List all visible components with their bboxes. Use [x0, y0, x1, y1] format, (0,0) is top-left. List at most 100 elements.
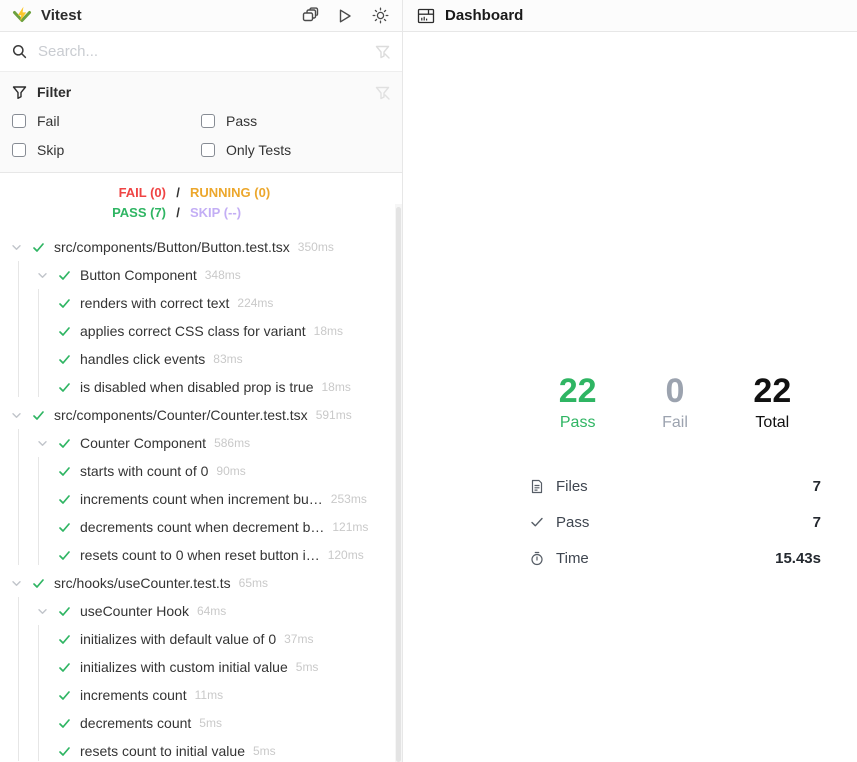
tree-test-row[interactable]: renders with correct text 224ms [0, 289, 402, 317]
test-duration: 18ms [313, 324, 343, 338]
chevron-down-icon[interactable] [8, 407, 24, 423]
filter-panel: Filter Fail Pass Skip Only Tests [0, 72, 402, 173]
filter-disabled-icon [375, 85, 390, 100]
running-count: RUNNING (0) [190, 185, 271, 200]
tree-test-row[interactable]: resets count to initial value 5ms [0, 737, 402, 762]
file-group: src/components/Button/Button.test.tsx 350… [0, 233, 402, 401]
pass-count: PASS (7) [112, 205, 166, 220]
pass-check-icon [56, 659, 72, 675]
test-label: decrements count [80, 715, 192, 731]
test-duration: 65ms [238, 576, 268, 590]
tree-test-row[interactable]: is disabled when disabled prop is true 18… [0, 373, 402, 401]
test-label: initializes with custom initial value [80, 659, 288, 675]
pass-check-icon [56, 267, 72, 283]
filter-option-fail[interactable]: Fail [12, 113, 201, 129]
tree-suite-row[interactable]: useCounter Hook 64ms [0, 597, 402, 625]
pass-check-icon [56, 687, 72, 703]
dashboard-row-value: 15.43s [775, 549, 821, 567]
filter-icon [12, 85, 27, 100]
file-children: Counter Component 586ms starts with count … [0, 429, 402, 569]
test-label: Counter Component [80, 435, 207, 451]
checkbox[interactable] [201, 114, 215, 128]
test-label: initializes with default value of 0 [80, 631, 277, 647]
tree-suite-row[interactable]: Button Component 348ms [0, 261, 402, 289]
vitest-logo-icon [12, 6, 32, 26]
test-duration: 348ms [204, 268, 241, 282]
test-duration: 18ms [321, 380, 351, 394]
filter-option-skip[interactable]: Skip [12, 142, 201, 158]
suite-children: starts with count of 0 90ms increments cou… [0, 457, 402, 569]
search-input[interactable] [38, 43, 364, 60]
tree-test-row[interactable]: resets count to 0 when reset button i… 12… [0, 541, 402, 569]
tree-test-row[interactable]: increments count 11ms [0, 681, 402, 709]
header-actions [300, 6, 390, 26]
dashboard-row-time: Time 15.43s [529, 549, 821, 567]
test-duration: 5ms [199, 716, 222, 730]
clear-filter-icon[interactable] [375, 44, 390, 59]
tree-test-row[interactable]: increments count when increment bu… 253ms [0, 485, 402, 513]
pass-check-icon [56, 631, 72, 647]
pass-check-icon [30, 575, 46, 591]
tree-test-row[interactable]: initializes with default value of 0 37ms [0, 625, 402, 653]
checkbox[interactable] [201, 143, 215, 157]
checkbox[interactable] [12, 143, 26, 157]
pass-check-icon [56, 463, 72, 479]
search-icon [12, 44, 27, 59]
chevron-down-icon[interactable] [34, 435, 50, 451]
test-label: starts with count of 0 [80, 463, 209, 479]
pass-check-icon [56, 743, 72, 759]
checkbox[interactable] [12, 114, 26, 128]
test-label: handles click events [80, 351, 206, 367]
test-duration: 586ms [214, 436, 251, 450]
summary-line-1: FAIL (0) / RUNNING (0) [8, 183, 348, 203]
tree-test-row[interactable]: initializes with custom initial value 5ms [0, 653, 402, 681]
file-group: src/hooks/useCounter.test.ts 65ms useCount… [0, 569, 402, 762]
test-duration: 37ms [284, 632, 314, 646]
tree-test-row[interactable]: handles click events 83ms [0, 345, 402, 373]
stat-total: 22 Total [724, 372, 821, 432]
test-label: increments count when increment bu… [80, 491, 323, 507]
checkbox-label: Skip [37, 142, 65, 158]
run-all-icon[interactable] [335, 6, 355, 26]
test-duration: 121ms [332, 520, 369, 534]
sidebar: Filter Fail Pass Skip Only Tests FAIL (0) /… [0, 32, 403, 762]
tree-test-row[interactable]: decrements count 5ms [0, 709, 402, 737]
pass-check-icon [30, 239, 46, 255]
chevron-down-icon[interactable] [34, 603, 50, 619]
top-bar: Vitest [0, 0, 857, 32]
dashboard-row-label: Time [556, 549, 589, 567]
pass-check-icon [56, 379, 72, 395]
scrollbar-thumb[interactable] [396, 207, 401, 762]
test-label: Button Component [80, 267, 197, 283]
test-label: resets count to 0 when reset button i… [80, 547, 320, 563]
tree-suite-row[interactable]: Counter Component 586ms [0, 429, 402, 457]
stacked-windows-icon[interactable] [300, 6, 320, 26]
tree-file-row[interactable]: src/components/Button/Button.test.tsx 350… [0, 233, 402, 261]
sidebar-header: Vitest [0, 0, 403, 31]
test-duration: 350ms [297, 240, 334, 254]
test-duration: 5ms [252, 744, 276, 758]
filter-option-only-tests[interactable]: Only Tests [201, 142, 390, 158]
tree-test-row[interactable]: applies correct CSS class for variant 18m… [0, 317, 402, 345]
chevron-down-icon[interactable] [34, 267, 50, 283]
dashboard-panel: 22 Pass 0 Fail 22 Total Files 7 Pass 7 Time 15.43s [403, 32, 857, 762]
chevron-down-icon[interactable] [8, 575, 24, 591]
tree-file-row[interactable]: src/components/Counter/Counter.test.tsx 5… [0, 401, 402, 429]
test-duration: 224ms [237, 296, 274, 310]
chevron-down-icon[interactable] [8, 239, 24, 255]
stat-pass: 22 Pass [529, 372, 626, 432]
app-title: Vitest [41, 7, 82, 24]
file-group: src/components/Counter/Counter.test.tsx 5… [0, 401, 402, 569]
sidebar-scrollbar[interactable] [395, 204, 402, 762]
tree-test-row[interactable]: starts with count of 0 90ms [0, 457, 402, 485]
dashboard-row-pass: Pass 7 [529, 514, 821, 531]
filter-option-pass[interactable]: Pass [201, 113, 390, 129]
tree-test-row[interactable]: decrements count when decrement b… 121ms [0, 513, 402, 541]
dashboard-stats: 22 Pass 0 Fail 22 Total [529, 372, 821, 432]
theme-toggle-icon[interactable] [370, 6, 390, 26]
summary-line-2: PASS (7) / SKIP (--) [8, 203, 348, 223]
dashboard-row-files: Files 7 [529, 477, 821, 495]
tree-file-row[interactable]: src/hooks/useCounter.test.ts 65ms [0, 569, 402, 597]
dashboard-row-value: 7 [812, 477, 821, 495]
